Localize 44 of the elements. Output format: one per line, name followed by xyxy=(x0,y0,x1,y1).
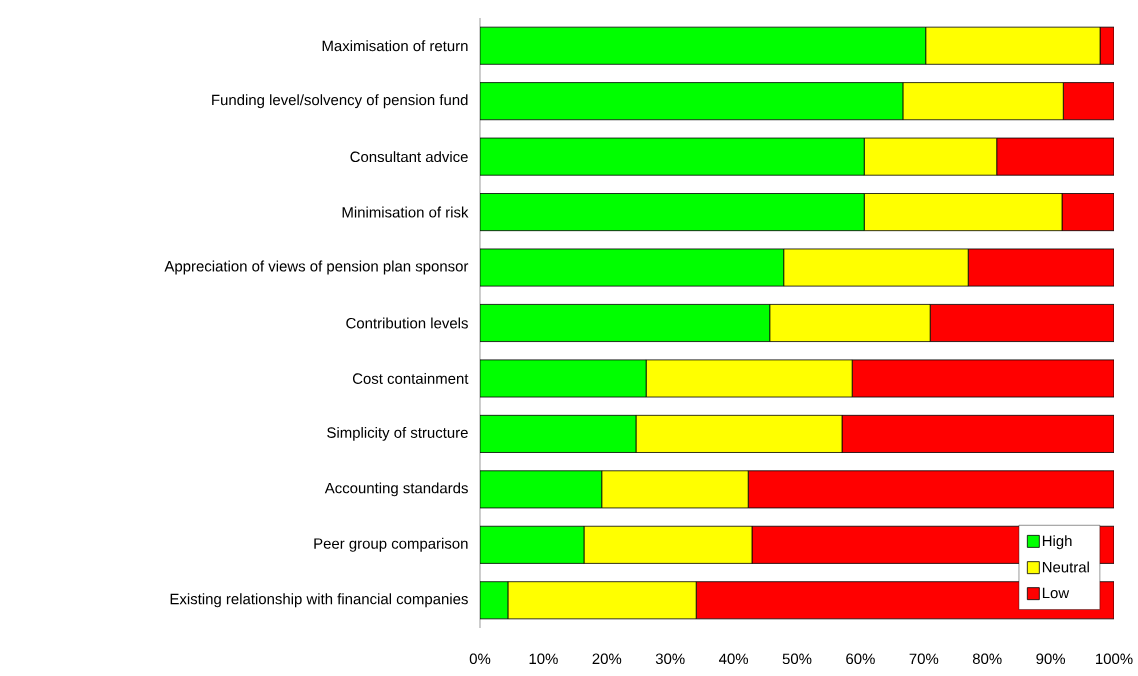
y-tick-label: Existing relationship with financial companies xyxy=(170,593,468,608)
bar xyxy=(480,304,771,342)
bar xyxy=(480,26,927,65)
bar xyxy=(1062,82,1115,121)
y-tick-label: Peer group comparison xyxy=(314,537,468,552)
bar xyxy=(929,304,1115,342)
x-tick-label: 90% xyxy=(1036,653,1066,665)
y-tick-label: Minimisation of risk xyxy=(342,206,469,218)
x-tick-label: 80% xyxy=(972,653,1002,665)
bar xyxy=(480,470,603,509)
legend-label: Low xyxy=(1042,587,1070,599)
bar xyxy=(480,248,785,287)
x-tick-label: 20% xyxy=(592,653,622,665)
y-tick-label: Consultant advice xyxy=(350,151,468,163)
x-tick-label: 30% xyxy=(655,653,685,665)
x-tick-label: 70% xyxy=(909,653,939,665)
legend-label: Neutral xyxy=(1042,561,1089,573)
bar xyxy=(480,82,904,121)
x-tick-label: 40% xyxy=(718,653,749,665)
x-tick-label: 100% xyxy=(1096,653,1133,665)
bar xyxy=(480,525,585,564)
bar xyxy=(480,581,509,620)
bar xyxy=(480,137,865,176)
bar xyxy=(996,137,1115,176)
y-tick-label: Funding level/solvency of pension fund xyxy=(212,94,468,109)
x-tick-label: 0% xyxy=(469,653,491,665)
bar xyxy=(841,414,1115,453)
y-tick-label: Maximisation of return xyxy=(322,40,468,52)
legend-label: High xyxy=(1042,535,1072,550)
y-tick-label: Cost containment xyxy=(352,372,469,384)
bar xyxy=(967,248,1115,287)
bar xyxy=(851,359,1115,398)
bar xyxy=(480,414,637,453)
y-tick-label: Appreciation of views of pension plan sponsor xyxy=(164,260,469,275)
y-tick-label: Contribution levels xyxy=(346,317,468,329)
bar xyxy=(480,359,647,398)
bar xyxy=(747,470,1115,509)
y-tick-label: Simplicity of structure xyxy=(327,426,468,441)
y-tick-label: Accounting standards xyxy=(324,482,468,497)
bar xyxy=(480,193,865,232)
x-tick-label: 60% xyxy=(846,653,875,665)
x-tick-label: 50% xyxy=(782,653,812,665)
x-tick-label: 10% xyxy=(529,653,558,665)
bar xyxy=(1061,193,1115,232)
